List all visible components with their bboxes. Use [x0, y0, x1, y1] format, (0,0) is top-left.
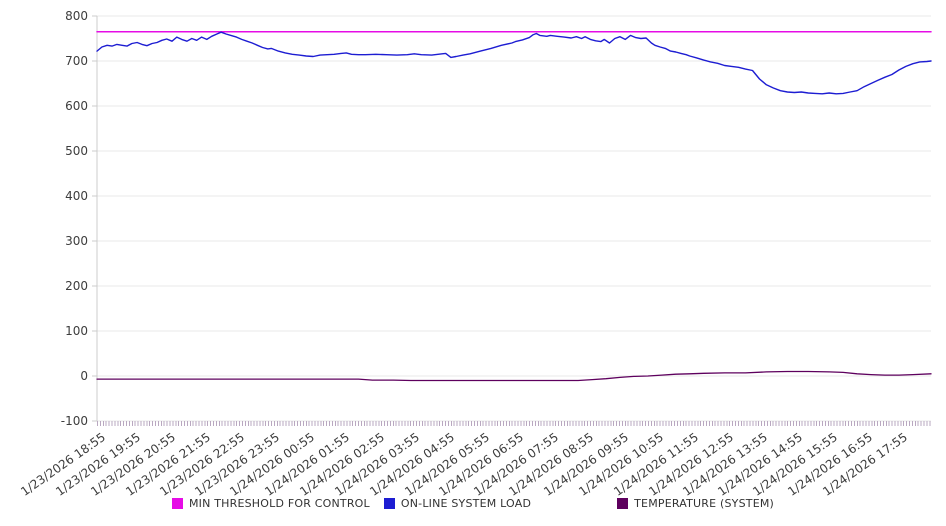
series-line-2 — [96, 370, 932, 382]
y-axis-label: 600 — [65, 99, 88, 113]
legend-swatch-system-load — [383, 498, 395, 509]
y-axis-label: 200 — [65, 279, 88, 293]
y-axis-label: 500 — [65, 144, 88, 158]
legend-item-temperature[interactable]: TEMPERATURE (SYSTEM) — [617, 497, 774, 510]
legend-label: MIN THRESHOLD FOR CONTROL — [188, 497, 370, 510]
legend-label: TEMPERATURE (SYSTEM) — [634, 497, 775, 510]
series-line-1 — [96, 31, 932, 95]
x-axis-minor-ticks — [97, 421, 931, 426]
legend-item-system-load[interactable]: ON-LINE SYSTEM LOAD — [383, 497, 532, 510]
y-axis-label: 300 — [65, 234, 88, 248]
y-axis-label: 0 — [80, 369, 88, 383]
chart-legend: MIN THRESHOLD FOR CONTROL ON-LINE SYSTEM… — [0, 497, 946, 510]
legend-label: ON-LINE SYSTEM LOAD — [400, 497, 532, 510]
y-axis-label: 700 — [65, 54, 88, 68]
legend-item-min-threshold[interactable]: MIN THRESHOLD FOR CONTROL — [171, 497, 370, 510]
y-axis-label: -100 — [60, 414, 88, 428]
legend-swatch-min-threshold — [171, 498, 183, 509]
legend-swatch-temperature — [617, 498, 629, 509]
y-axis-label: 800 — [65, 9, 88, 23]
y-axis-label: 100 — [65, 324, 88, 338]
y-axis-label: 400 — [65, 189, 88, 203]
